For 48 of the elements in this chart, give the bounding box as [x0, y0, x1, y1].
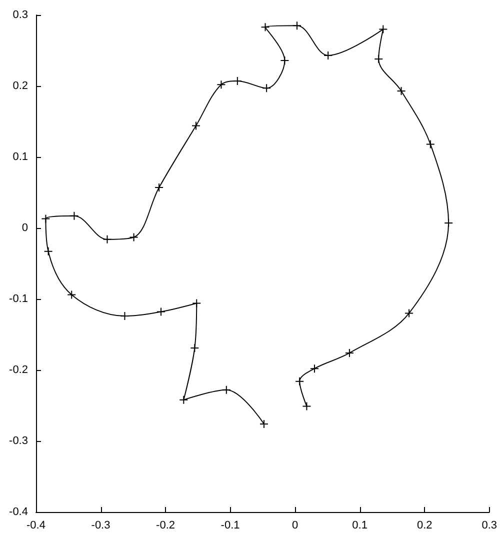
y-tick-label: 0.1 — [12, 151, 28, 163]
x-tick-label: -0.4 — [26, 520, 46, 532]
point — [295, 376, 304, 386]
point — [44, 246, 53, 256]
y-tick-label: -0.4 — [9, 506, 28, 518]
point — [444, 218, 454, 228]
x-tick-label: 0 — [292, 520, 298, 532]
point — [259, 419, 268, 428]
y-tick-label: -0.3 — [9, 435, 28, 447]
point — [41, 214, 50, 224]
y-tick-label: -0.1 — [9, 293, 28, 305]
point — [260, 22, 270, 32]
point — [192, 298, 202, 308]
point — [191, 121, 200, 130]
point — [262, 84, 272, 93]
point — [222, 385, 231, 394]
y-tick-label: -0.2 — [9, 364, 28, 376]
point — [280, 56, 290, 65]
point — [404, 308, 414, 318]
point — [302, 402, 312, 411]
point — [396, 86, 406, 96]
point — [120, 312, 130, 321]
point — [154, 183, 164, 192]
point — [70, 211, 79, 220]
point — [156, 307, 166, 316]
point — [232, 76, 242, 86]
x-tick-label: -0.3 — [91, 520, 110, 532]
x-tick-label: 0.1 — [352, 520, 368, 532]
point — [324, 50, 333, 60]
y-tick-label: 0 — [22, 222, 28, 234]
point — [378, 24, 388, 34]
point — [216, 80, 226, 90]
point — [67, 290, 76, 300]
x-tick-label: -0.2 — [156, 520, 176, 532]
x-tick-label: 0.3 — [482, 520, 498, 532]
point — [102, 234, 112, 244]
point — [179, 395, 188, 404]
y-tick-label: 0.2 — [12, 80, 28, 92]
point — [344, 348, 354, 358]
x-tick-label: -0.1 — [220, 520, 240, 532]
point — [292, 21, 302, 30]
x-tick-label: 0.2 — [416, 520, 432, 532]
point — [310, 364, 319, 374]
y-tick-label: 0.3 — [12, 9, 28, 21]
point — [426, 140, 435, 149]
point — [374, 54, 384, 64]
point — [129, 232, 138, 242]
point — [190, 343, 200, 352]
